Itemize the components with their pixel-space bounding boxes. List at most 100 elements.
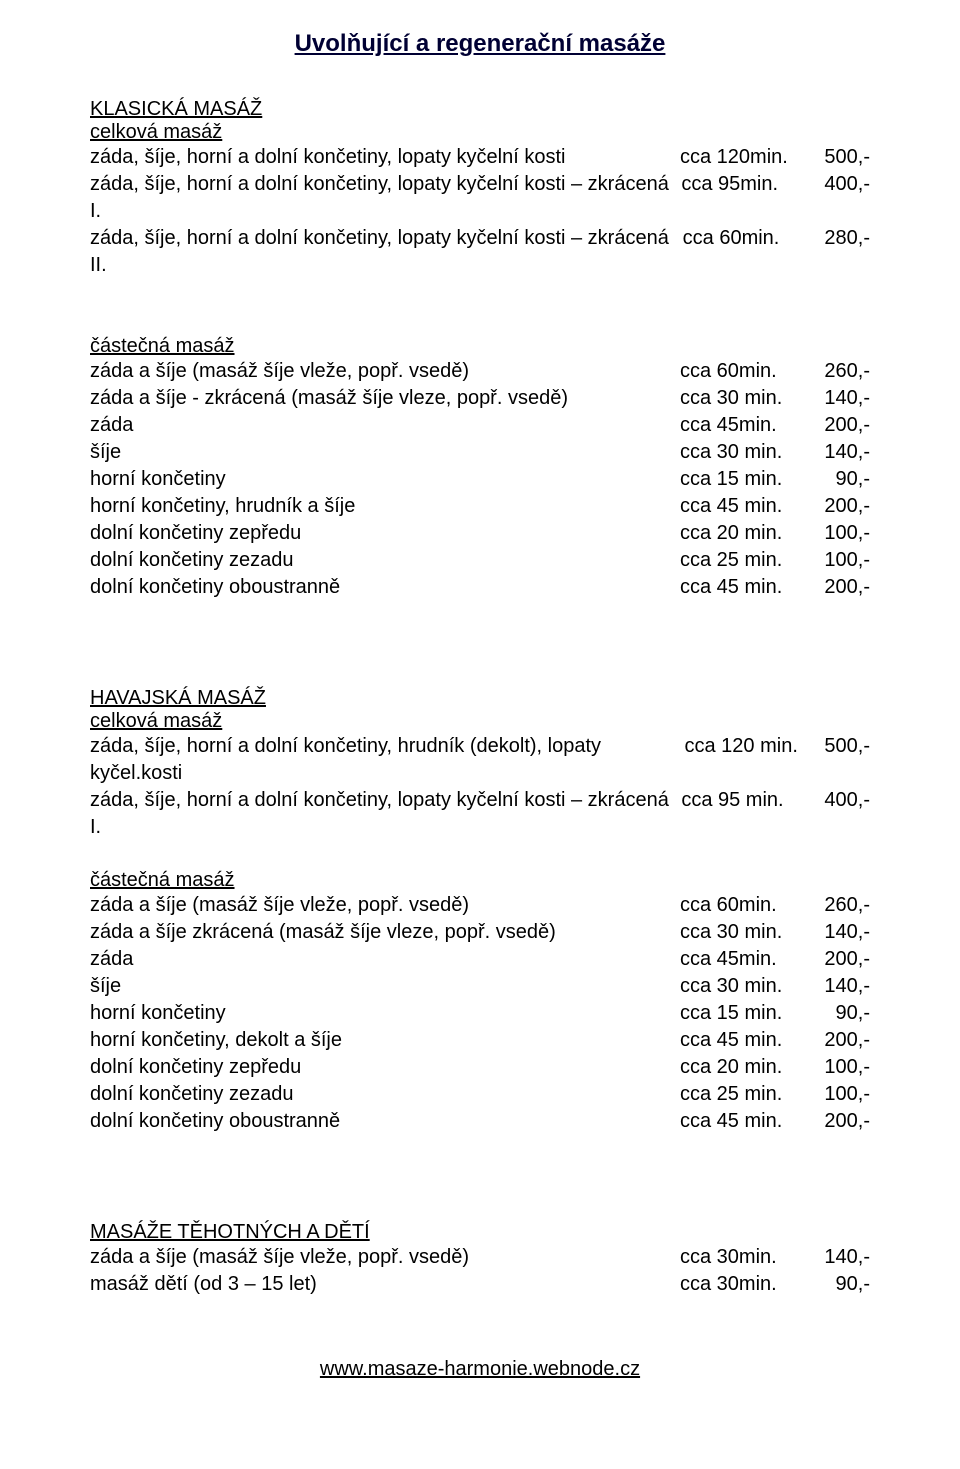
row-description: masáž dětí (od 3 – 15 let) — [90, 1271, 680, 1298]
price-row: horní končetiny, dekolt a šíjecca 45 min… — [90, 1027, 870, 1054]
row-price: 90,- — [810, 1271, 870, 1298]
row-duration: cca 25 min. — [680, 547, 810, 574]
row-price: 140,- — [810, 385, 870, 412]
row-duration: cca 120min. — [680, 144, 810, 171]
row-price: 140,- — [810, 919, 870, 946]
price-row: horní končetiny, hrudník a šíjecca 45 mi… — [90, 493, 870, 520]
price-row: záda, šíje, horní a dolní končetiny, lop… — [90, 144, 870, 171]
row-duration: cca 30 min. — [680, 385, 810, 412]
price-row: záda, šíje, horní a dolní končetiny, lop… — [90, 225, 870, 279]
price-list-havajska-castecna: záda a šíje (masáž šíje vleže, popř. vse… — [90, 892, 870, 1135]
price-row: záda a šíje - zkrácená (masáž šíje vleze… — [90, 385, 870, 412]
row-description: dolní končetiny zepředu — [90, 520, 680, 547]
price-row: zádacca 45min.200,- — [90, 946, 870, 973]
row-duration: cca 60min. — [683, 225, 811, 279]
price-list-klasicka-celkova: záda, šíje, horní a dolní končetiny, lop… — [90, 144, 870, 279]
price-row: dolní končetiny zepředucca 20 min.100,- — [90, 520, 870, 547]
section-header-havajska: HAVAJSKÁ MASÁŽ — [90, 687, 870, 710]
price-row: horní končetinycca 15 min.90,- — [90, 1000, 870, 1027]
price-row: šíjecca 30 min.140,- — [90, 439, 870, 466]
price-row: dolní končetiny oboustranněcca 45 min.20… — [90, 574, 870, 601]
row-duration: cca 60min. — [680, 892, 810, 919]
row-price: 140,- — [810, 1244, 870, 1271]
row-description: záda — [90, 946, 680, 973]
row-duration: cca 45min. — [680, 412, 810, 439]
price-row: šíjecca 30 min.140,- — [90, 973, 870, 1000]
row-description: záda, šíje, horní a dolní končetiny, lop… — [90, 144, 680, 171]
row-price: 100,- — [810, 1081, 870, 1108]
row-duration: cca 30 min. — [680, 919, 810, 946]
row-description: šíje — [90, 439, 680, 466]
row-price: 200,- — [810, 574, 870, 601]
row-price: 200,- — [810, 412, 870, 439]
row-price: 400,- — [810, 171, 870, 225]
row-price: 260,- — [810, 892, 870, 919]
price-row: horní končetinycca 15 min.90,- — [90, 466, 870, 493]
row-duration: cca 30min. — [680, 1244, 810, 1271]
price-row: záda, šíje, horní a dolní končetiny, lop… — [90, 787, 870, 841]
row-price: 140,- — [810, 439, 870, 466]
sub-header-klasicka-castecna: částečná masáž — [90, 335, 870, 358]
row-description: záda, šíje, horní a dolní končetiny, lop… — [90, 787, 681, 841]
row-duration: cca 15 min. — [680, 466, 810, 493]
row-description: horní končetiny, hrudník a šíje — [90, 493, 680, 520]
price-row: dolní končetiny zepředucca 20 min.100,- — [90, 1054, 870, 1081]
row-duration: cca 25 min. — [680, 1081, 810, 1108]
row-description: dolní končetiny oboustranně — [90, 1108, 680, 1135]
price-row: záda, šíje, horní a dolní končetiny, hru… — [90, 733, 870, 787]
row-price: 90,- — [810, 1000, 870, 1027]
price-row: dolní končetiny zezaducca 25 min.100,- — [90, 547, 870, 574]
row-description: záda a šíje - zkrácená (masáž šíje vleze… — [90, 385, 680, 412]
row-price: 400,- — [810, 787, 870, 841]
section-header-tehotne: MASÁŽE TĚHOTNÝCH A DĚTÍ — [90, 1221, 870, 1244]
row-price: 100,- — [810, 1054, 870, 1081]
price-row: záda a šíje zkrácená (masáž šíje vleze, … — [90, 919, 870, 946]
row-description: záda a šíje (masáž šíje vleže, popř. vse… — [90, 358, 680, 385]
row-description: horní končetiny — [90, 1000, 680, 1027]
price-row: dolní končetiny oboustranněcca 45 min.20… — [90, 1108, 870, 1135]
row-price: 100,- — [810, 520, 870, 547]
footer-url: www.masaze-harmonie.webnode.cz — [90, 1358, 870, 1381]
sub-header-havajska-celkova: celková masáž — [90, 710, 870, 733]
row-duration: cca 30 min. — [680, 973, 810, 1000]
row-description: záda, šíje, horní a dolní končetiny, lop… — [90, 225, 683, 279]
row-price: 100,- — [810, 547, 870, 574]
row-price: 260,- — [810, 358, 870, 385]
row-description: dolní končetiny zezadu — [90, 1081, 680, 1108]
row-description: záda a šíje (masáž šíje vleže, popř. vse… — [90, 1244, 680, 1271]
row-price: 200,- — [810, 1108, 870, 1135]
row-duration: cca 45min. — [680, 946, 810, 973]
row-duration: cca 60min. — [680, 358, 810, 385]
price-row: zádacca 45min.200,- — [90, 412, 870, 439]
row-duration: cca 30 min. — [680, 439, 810, 466]
row-description: záda a šíje (masáž šíje vleže, popř. vse… — [90, 892, 680, 919]
row-description: záda, šíje, horní a dolní končetiny, lop… — [90, 171, 681, 225]
row-duration: cca 15 min. — [680, 1000, 810, 1027]
price-row: záda, šíje, horní a dolní končetiny, lop… — [90, 171, 870, 225]
row-description: dolní končetiny oboustranně — [90, 574, 680, 601]
row-duration: cca 95min. — [681, 171, 810, 225]
row-description: dolní končetiny zepředu — [90, 1054, 680, 1081]
row-description: šíje — [90, 973, 680, 1000]
row-description: horní končetiny, dekolt a šíje — [90, 1027, 680, 1054]
row-duration: cca 45 min. — [680, 574, 810, 601]
row-description: záda — [90, 412, 680, 439]
sub-header-klasicka-celkova: celková masáž — [90, 121, 870, 144]
row-price: 500,- — [811, 733, 870, 787]
row-duration: cca 95 min. — [681, 787, 810, 841]
price-list-klasicka-castecna: záda a šíje (masáž šíje vleže, popř. vse… — [90, 358, 870, 601]
row-duration: cca 120 min. — [684, 733, 811, 787]
row-description: záda, šíje, horní a dolní končetiny, hru… — [90, 733, 684, 787]
price-list-havajska-celkova: záda, šíje, horní a dolní končetiny, hru… — [90, 733, 870, 841]
row-price: 140,- — [810, 973, 870, 1000]
row-duration: cca 30min. — [680, 1271, 810, 1298]
row-duration: cca 20 min. — [680, 1054, 810, 1081]
sub-header-havajska-castecna: částečná masáž — [90, 869, 870, 892]
row-duration: cca 45 min. — [680, 493, 810, 520]
page-container: Uvolňující a regenerační masáže KLASICKÁ… — [0, 0, 960, 1411]
row-description: záda a šíje zkrácená (masáž šíje vleze, … — [90, 919, 680, 946]
row-duration: cca 45 min. — [680, 1108, 810, 1135]
row-price: 500,- — [810, 144, 870, 171]
price-row: masáž dětí (od 3 – 15 let)cca 30min.90,- — [90, 1271, 870, 1298]
row-description: dolní končetiny zezadu — [90, 547, 680, 574]
